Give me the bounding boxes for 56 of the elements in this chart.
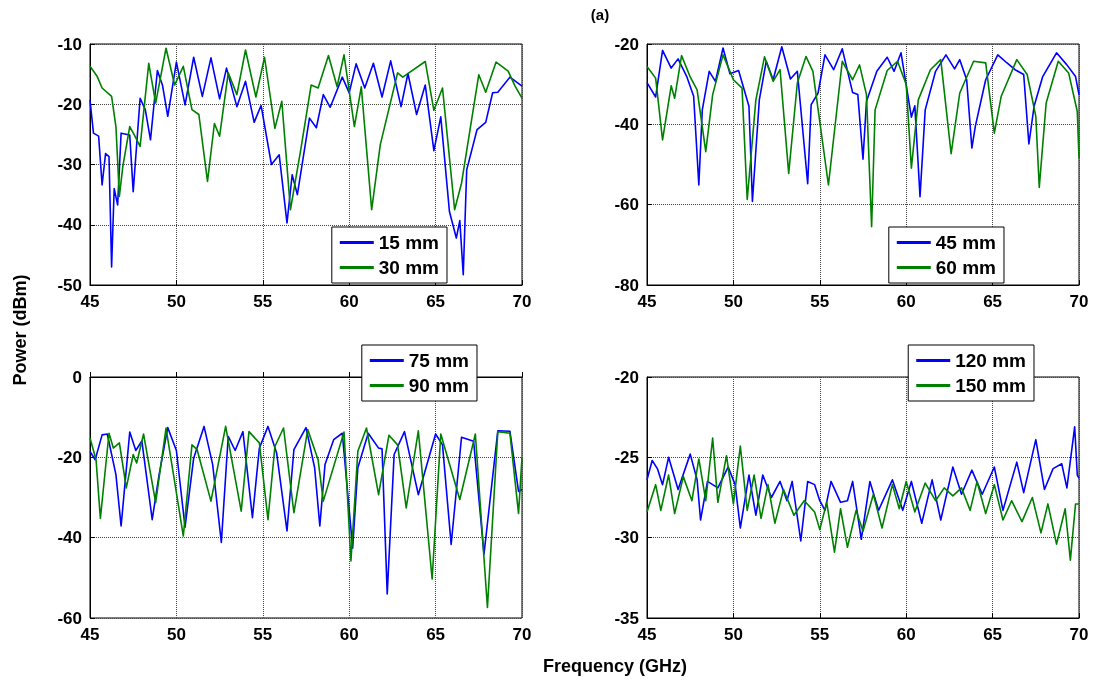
y-tick-label: -30 <box>614 528 639 548</box>
x-tick-label: 60 <box>896 292 916 311</box>
x-axis-title: Frequency (GHz) <box>542 656 688 677</box>
y-tick-label: -20 <box>57 447 82 467</box>
y-tick-label: -30 <box>57 155 82 174</box>
chart-title: (a) <box>589 6 611 23</box>
line-series <box>89 56 523 276</box>
x-tick-label: 50 <box>166 625 186 644</box>
legend-label: 75 mm <box>408 350 469 371</box>
x-tick-label: 60 <box>339 292 359 311</box>
x-tick-label: 60 <box>339 625 359 644</box>
y-tick-label: -80 <box>614 275 639 295</box>
y-tick-label: -60 <box>57 608 82 628</box>
x-tick-label: 65 <box>983 292 1003 311</box>
y-tick-label: -20 <box>614 34 639 54</box>
x-tick-label: 60 <box>896 625 916 644</box>
y-tick-label: -40 <box>57 528 82 548</box>
y-tick-label: 0 <box>72 367 82 387</box>
y-tick-label: -10 <box>57 34 82 54</box>
x-tick-label: 65 <box>983 625 1003 644</box>
x-tick-label: 50 <box>166 292 186 311</box>
x-tick-label: 45 <box>80 625 100 644</box>
y-tick-label: -50 <box>57 275 82 295</box>
legend-label: 60 mm <box>935 257 996 278</box>
legend-label: 120 mm <box>955 350 1027 371</box>
x-tick-label: 55 <box>253 292 273 311</box>
y-axis-title: Power (dBm) <box>9 274 31 386</box>
x-tick-label: 50 <box>723 292 743 311</box>
y-tick-label: -20 <box>57 94 82 114</box>
x-tick-label: 70 <box>512 292 532 311</box>
x-tick-label: 45 <box>637 625 657 644</box>
x-tick-label: 70 <box>512 625 532 644</box>
y-tick-label: -40 <box>57 215 82 235</box>
x-tick-label: 65 <box>426 625 446 644</box>
x-tick-label: 55 <box>810 292 830 311</box>
line-series <box>646 426 1080 542</box>
y-tick-label: -25 <box>614 447 639 467</box>
y-tick-label: -60 <box>614 195 639 215</box>
line-series <box>646 54 1080 228</box>
line-series <box>646 437 1080 561</box>
y-tick-label: -35 <box>614 608 639 628</box>
legend-label: 90 mm <box>408 375 469 396</box>
legend-label: 45 mm <box>935 232 996 253</box>
x-tick-label: 45 <box>637 292 657 311</box>
x-tick-label: 50 <box>723 625 743 644</box>
x-tick-label: 55 <box>810 625 830 644</box>
x-tick-label: 70 <box>1069 625 1089 644</box>
x-tick-label: 65 <box>426 292 446 311</box>
y-tick-label: -40 <box>614 114 639 134</box>
x-tick-label: 70 <box>1069 292 1089 311</box>
x-tick-label: 55 <box>253 625 273 644</box>
legend-label: 15 mm <box>378 232 439 253</box>
x-tick-label: 45 <box>80 292 100 311</box>
legend-label: 150 mm <box>955 375 1027 396</box>
legend-label: 30 mm <box>378 257 439 278</box>
y-tick-label: -20 <box>614 367 639 387</box>
